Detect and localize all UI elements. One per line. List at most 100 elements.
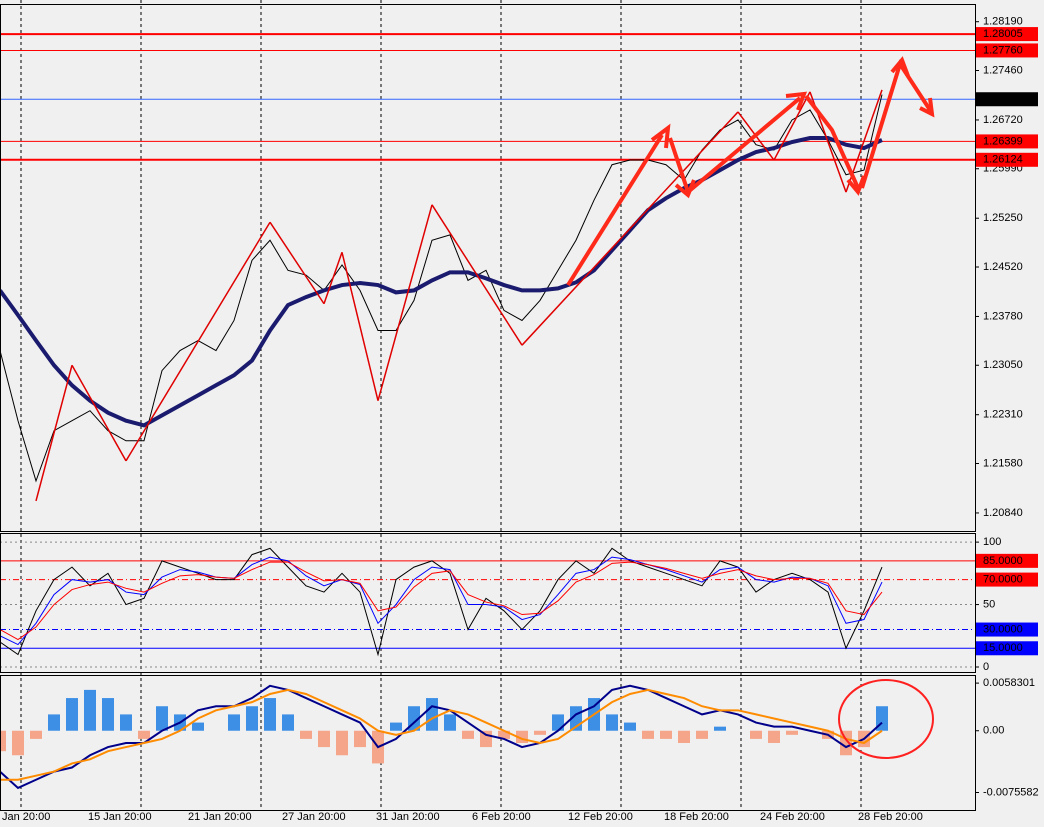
arrow-head xyxy=(785,91,808,111)
series-line xyxy=(0,94,883,483)
histogram-bar xyxy=(192,722,204,731)
y-tick-label: 1.20840 xyxy=(983,507,1023,519)
histogram-bar xyxy=(120,714,132,731)
histogram-bar xyxy=(318,730,330,748)
histogram-bar xyxy=(768,730,780,743)
zigzag-segment xyxy=(773,91,811,161)
y-tick-label: -0.0075582 xyxy=(983,786,1039,798)
zigzag-segment xyxy=(125,221,271,462)
histogram-bar xyxy=(444,714,456,731)
level-label-bg xyxy=(976,43,1038,58)
histogram-bar xyxy=(786,730,798,735)
level-label-bg xyxy=(976,572,1038,587)
level-label: 85.0000 xyxy=(983,555,1023,567)
histogram-bar xyxy=(12,730,24,756)
x-tick-label: Jan 20:00 xyxy=(2,811,50,823)
histogram-bar xyxy=(246,706,258,731)
level-label-bg xyxy=(976,622,1038,637)
zigzag-segment xyxy=(35,365,73,502)
histogram-bar xyxy=(84,689,96,731)
histogram-bar xyxy=(642,730,654,739)
histogram-bar xyxy=(300,730,312,739)
histogram-bar xyxy=(714,726,726,731)
level-label-bg xyxy=(976,152,1038,167)
x-tick-label: 15 Jan 20:00 xyxy=(88,811,152,823)
level-label-bg xyxy=(976,641,1038,656)
arrow xyxy=(686,96,802,194)
histogram-bar xyxy=(606,714,618,731)
arrow xyxy=(566,133,664,287)
vertical-grid xyxy=(20,0,862,810)
histogram-bar xyxy=(498,730,510,739)
y-tick-label: 0 xyxy=(983,661,989,673)
arrow-head xyxy=(650,123,671,149)
x-tick-label: 27 Jan 20:00 xyxy=(282,811,346,823)
arrow-head xyxy=(890,56,910,77)
level-label-bg xyxy=(976,553,1038,568)
histogram-bar xyxy=(66,698,78,731)
arrow-head xyxy=(919,97,935,118)
panel-frame xyxy=(0,4,976,532)
histogram-bar xyxy=(660,730,672,739)
histogram-bar xyxy=(0,730,6,752)
y-tick-label: 1.21580 xyxy=(983,457,1023,469)
level-label: 30.0000 xyxy=(983,623,1023,635)
histogram-bar xyxy=(282,714,294,731)
histogram-bar xyxy=(354,730,366,748)
y-tick-label: 50 xyxy=(983,598,995,610)
y-tick-label: 1.26720 xyxy=(983,114,1023,126)
histogram-bar xyxy=(228,714,240,731)
y-tick-label: 1.23050 xyxy=(983,359,1023,371)
histogram-bar xyxy=(30,730,42,739)
histogram-bar xyxy=(264,698,276,731)
zigzag-segment xyxy=(71,364,127,462)
level-label: 1.28005 xyxy=(983,28,1023,40)
x-tick-label: 12 Feb 20:00 xyxy=(568,811,633,823)
y-tick-label: 1.24520 xyxy=(983,261,1023,273)
histogram-bar xyxy=(156,706,168,731)
x-tick-label: 28 Feb 20:00 xyxy=(858,811,923,823)
histogram-bar xyxy=(48,714,60,731)
zigzag-segment xyxy=(341,252,379,401)
zigzag-segment xyxy=(521,111,739,346)
histogram-bar xyxy=(462,730,474,739)
x-tick-label: 21 Jan 20:00 xyxy=(188,811,252,823)
level-label: 1.27030 xyxy=(983,93,1023,105)
series-line xyxy=(0,556,883,646)
arrow-head xyxy=(674,179,696,199)
histogram-bar xyxy=(696,730,708,739)
y-tick-label: 1.27460 xyxy=(983,64,1023,76)
y-tick-label: 1.25250 xyxy=(983,212,1023,224)
histogram-bar xyxy=(138,730,150,739)
histogram-bar xyxy=(552,714,564,731)
y-tick-label: 100 xyxy=(983,536,1001,548)
zigzag-segment xyxy=(431,204,523,346)
zigzag-segment xyxy=(269,221,325,305)
plot-layer: 1.281901.274601.267201.259901.252501.245… xyxy=(0,16,1039,823)
level-label-bg xyxy=(976,27,1038,42)
level-label: 1.27760 xyxy=(983,44,1023,56)
histogram-bar xyxy=(480,730,492,748)
x-tick-label: 6 Feb 20:00 xyxy=(472,811,531,823)
y-tick-label: 1.23780 xyxy=(983,310,1023,322)
histogram-bar xyxy=(390,722,402,731)
y-tick-label: 1.22310 xyxy=(983,409,1023,421)
series-line xyxy=(0,561,883,641)
panel-frame xyxy=(0,675,976,811)
level-label-bg xyxy=(976,92,1038,107)
histogram-bar xyxy=(678,730,690,743)
level-label: 70.0000 xyxy=(983,573,1023,585)
arrow xyxy=(804,94,860,189)
y-tick-label: 0.0058301 xyxy=(983,677,1035,689)
zigzag-segment xyxy=(377,204,433,401)
histogram-bar xyxy=(750,730,762,739)
x-tick-label: 18 Feb 20:00 xyxy=(664,811,729,823)
level-label: 1.26124 xyxy=(983,154,1023,166)
y-tick-label: 0.00 xyxy=(983,725,1004,737)
histogram-bar xyxy=(336,730,348,756)
x-tick-label: 24 Feb 20:00 xyxy=(760,811,825,823)
series-line xyxy=(0,136,883,428)
